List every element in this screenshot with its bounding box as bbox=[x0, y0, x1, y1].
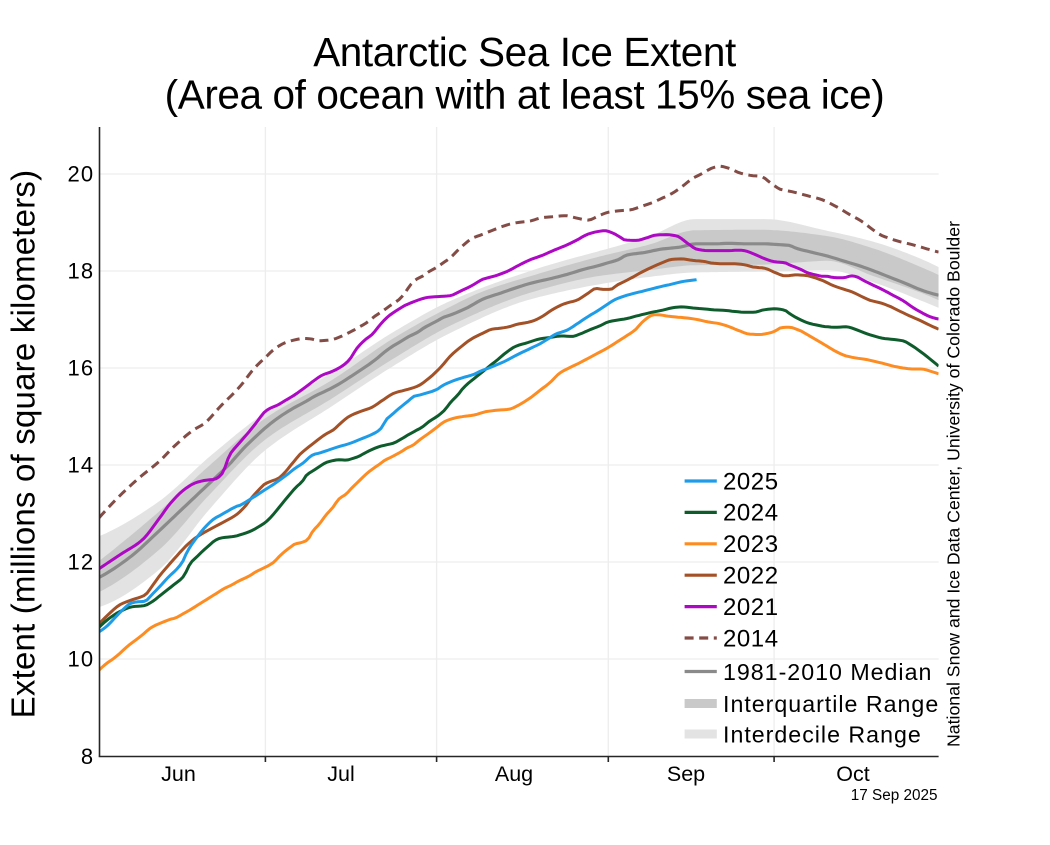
svg-text:Interquartile Range: Interquartile Range bbox=[723, 691, 939, 717]
svg-text:2025: 2025 bbox=[723, 468, 779, 495]
svg-text:12: 12 bbox=[68, 550, 95, 575]
svg-text:Jun: Jun bbox=[161, 762, 196, 786]
svg-text:1981-2010 Median: 1981-2010 Median bbox=[723, 659, 932, 685]
svg-text:2014: 2014 bbox=[723, 625, 779, 652]
svg-text:Aug: Aug bbox=[495, 762, 533, 786]
svg-text:Interdecile Range: Interdecile Range bbox=[723, 721, 922, 747]
svg-text:(Area of ocean with at least 1: (Area of ocean with at least 15% sea ice… bbox=[165, 72, 885, 118]
svg-text:18: 18 bbox=[68, 259, 95, 284]
svg-text:Jul: Jul bbox=[327, 762, 354, 786]
svg-text:Oct: Oct bbox=[836, 762, 869, 786]
svg-text:Antarctic Sea Ice Extent: Antarctic Sea Ice Extent bbox=[313, 29, 736, 75]
svg-text:16: 16 bbox=[68, 356, 95, 381]
svg-text:2022: 2022 bbox=[723, 563, 779, 590]
svg-text:17 Sep 2025: 17 Sep 2025 bbox=[851, 787, 938, 804]
svg-text:2023: 2023 bbox=[723, 531, 779, 558]
svg-text:Sep: Sep bbox=[667, 762, 705, 786]
svg-text:14: 14 bbox=[68, 453, 95, 478]
svg-text:National Snow and Ice Data Cen: National Snow and Ice Data Center, Unive… bbox=[944, 221, 964, 747]
svg-text:20: 20 bbox=[68, 162, 95, 187]
svg-text:2021: 2021 bbox=[723, 594, 779, 621]
svg-text:10: 10 bbox=[68, 647, 95, 672]
svg-text:Extent (millions of square kil: Extent (millions of square kilometers) bbox=[5, 170, 42, 719]
svg-text:2024: 2024 bbox=[723, 500, 779, 527]
svg-text:8: 8 bbox=[81, 744, 94, 769]
